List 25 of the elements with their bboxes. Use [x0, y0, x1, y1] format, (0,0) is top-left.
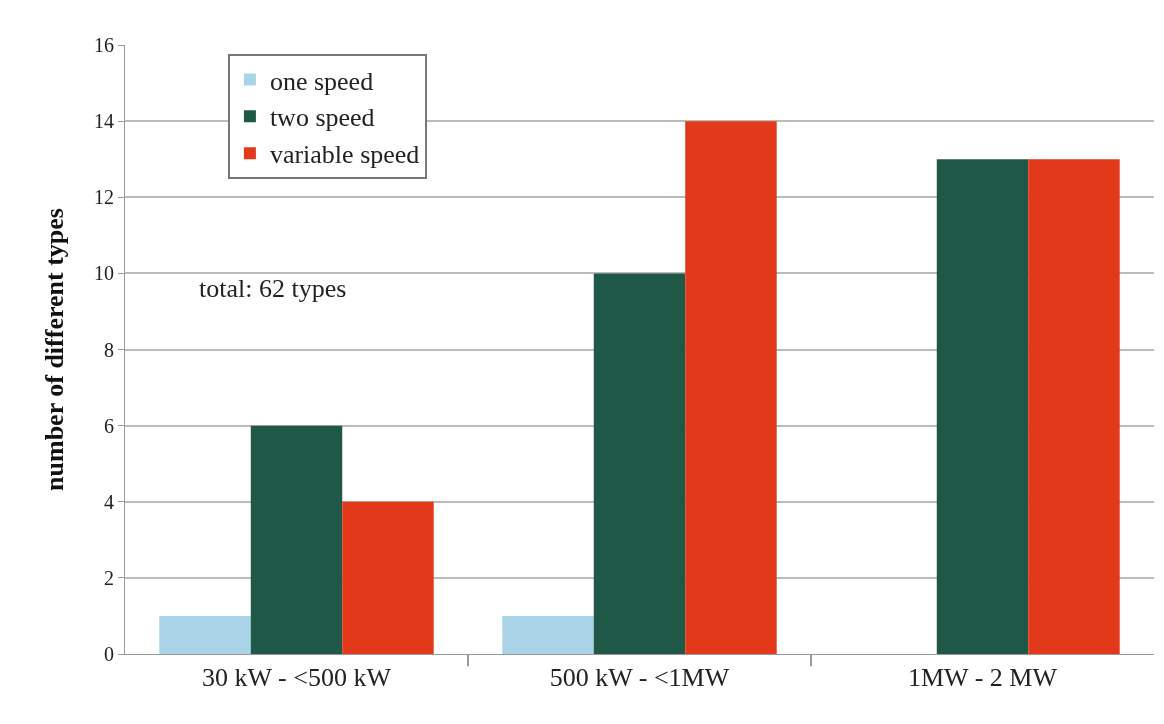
x-tick-label: 1MW - 2 MW: [907, 663, 1058, 693]
bar: [593, 273, 686, 654]
legend-label: two speed: [269, 103, 375, 133]
bar: [159, 615, 251, 654]
y-tick-label: 10: [94, 262, 114, 285]
y-tick-label: 0: [104, 643, 114, 665]
bar: [250, 425, 343, 654]
bar: [936, 159, 1029, 654]
bar: [502, 615, 594, 654]
bar: [1028, 159, 1120, 654]
legend-label: variable speed: [269, 140, 420, 170]
legend-label: one speed: [269, 66, 374, 96]
bar: [685, 121, 777, 654]
y-tick-label: 2: [104, 566, 114, 589]
x-tick-label: 500 kW - <1MW: [549, 663, 730, 693]
annotation: total: 62 types: [199, 274, 347, 303]
bar: [342, 501, 434, 654]
x-tick-label: 30 kW - <500 kW: [202, 663, 392, 693]
y-tick-label: 12: [94, 186, 114, 209]
y-tick-label: 14: [94, 110, 114, 133]
y-tick-label: 8: [104, 338, 114, 361]
y-tick-label: 6: [104, 414, 114, 437]
y-axis-title: number of different types: [40, 208, 69, 491]
y-tick-label: 4: [104, 490, 114, 513]
y-tick-label: 16: [94, 34, 114, 56]
